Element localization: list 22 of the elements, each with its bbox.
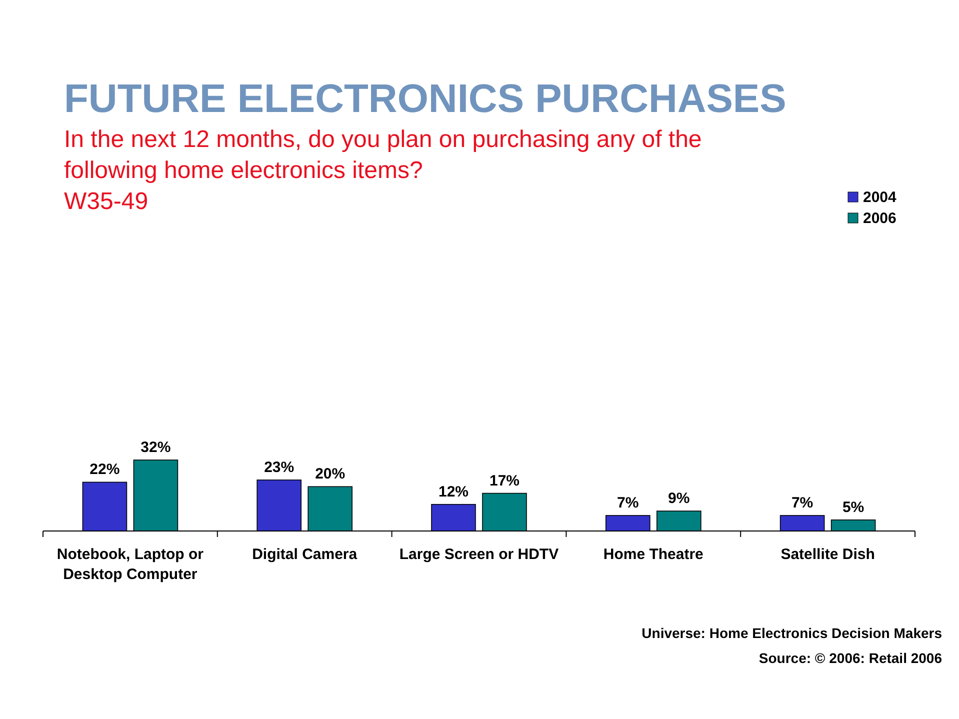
data-label: 7%: [791, 494, 814, 512]
data-label: 22%: [90, 461, 120, 478]
legend-label: 2006: [863, 210, 896, 227]
text: W35-49: [64, 188, 148, 215]
legend-label: 2004: [863, 189, 898, 206]
data-label: 12%: [438, 483, 469, 500]
x-tick-label: Large Screen or HDTV: [399, 546, 559, 563]
data-label: 32%: [140, 439, 171, 456]
x-tick-label: Satellite Dish: [780, 546, 875, 563]
text: Universe: Home Electronics Decision Makers: [642, 625, 942, 641]
data-label: 9%: [668, 490, 690, 508]
x-tick-label: Home Theatre: [603, 546, 704, 563]
data-label: 23%: [264, 458, 294, 476]
source-note: Source: © 2006: Retail 2006: [758, 650, 942, 666]
chart-subtitle: In the next 12 months, do you plan on purchasing any of the following home electronics items?: [64, 126, 702, 184]
data-label: 5%: [842, 498, 864, 516]
chart-title: FUTURE ELECTRONICS PURCHASES: [64, 77, 786, 121]
x-tick-label: Digital Camera: [252, 546, 358, 563]
data-label: 17%: [489, 472, 520, 490]
data-label: 7%: [617, 494, 639, 512]
x-tick-label: Notebook, Laptop or Desktop Computer: [56, 546, 204, 583]
data-label: 20%: [315, 466, 346, 483]
